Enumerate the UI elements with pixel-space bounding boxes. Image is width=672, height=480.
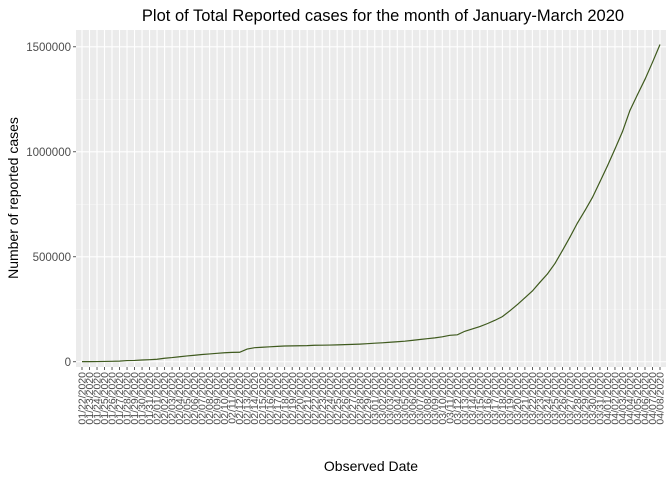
x-tick-label: 02/04/2020 (174, 372, 186, 425)
x-tick-label: 02/13/2020 (242, 372, 254, 425)
x-tick-label: 02/10/2020 (219, 372, 231, 425)
x-tick-label: 03/01/2020 (369, 372, 381, 425)
x-tick-label: 01/29/2020 (129, 372, 141, 425)
x-tick-label: 02/09/2020 (212, 372, 224, 425)
x-tick-label: 03/27/2020 (565, 372, 577, 425)
x-tick-label: 02/02/2020 (159, 372, 171, 425)
x-tick-label: 01/28/2020 (122, 372, 134, 425)
x-tick-label: 02/24/2020 (324, 372, 336, 425)
x-tick-label: 03/22/2020 (527, 372, 539, 425)
x-tick-label: 01/22/2020 (77, 372, 89, 425)
x-tick-label: 04/03/2020 (617, 372, 629, 425)
x-tick-label: 02/17/2020 (272, 372, 284, 425)
x-tick-label: 02/16/2020 (264, 372, 276, 425)
x-tick-label: 03/11/2020 (444, 372, 456, 424)
y-tick-label: 0 (65, 357, 71, 369)
x-tick-label: 01/27/2020 (114, 372, 126, 425)
x-tick-label: 03/04/2020 (392, 372, 404, 425)
x-tick-label: 01/23/2020 (84, 372, 96, 425)
x-tick-label: 03/13/2020 (459, 372, 471, 425)
x-tick-label: 04/08/2020 (655, 372, 667, 425)
x-tick-label: 02/08/2020 (204, 372, 216, 425)
x-tick-label: 02/19/2020 (287, 372, 299, 425)
x-tick-label: 03/19/2020 (504, 372, 516, 425)
x-tick-label: 01/26/2020 (107, 372, 119, 425)
x-tick-label: 04/06/2020 (640, 372, 652, 425)
x-tick-label: 03/31/2020 (595, 372, 607, 425)
plot-panel (76, 30, 666, 367)
x-tick-label: 04/04/2020 (625, 372, 637, 425)
y-tick-label: 1500000 (26, 42, 71, 54)
x-tick-label: 02/27/2020 (347, 372, 359, 425)
x-tick-label: 03/20/2020 (512, 372, 524, 425)
x-tick-label: 03/15/2020 (474, 372, 486, 425)
x-tick-label: 02/03/2020 (167, 372, 179, 425)
y-tick-label: 500000 (33, 252, 71, 264)
x-tick-label: 03/29/2020 (580, 372, 592, 425)
x-tick-label: 02/21/2020 (302, 372, 314, 425)
x-tick-label: 03/18/2020 (497, 372, 509, 425)
x-tick-label: 03/26/2020 (557, 372, 569, 425)
x-tick-label: 03/05/2020 (399, 372, 411, 425)
total-cases-line (81, 44, 661, 363)
x-tick-label: 02/26/2020 (339, 372, 351, 425)
x-tick-label: 02/01/2020 (152, 372, 164, 425)
x-tick-label: 02/22/2020 (309, 372, 321, 425)
x-tick-label: 04/07/2020 (647, 372, 659, 425)
chart-title: Plot of Total Reported cases for the mon… (142, 7, 624, 25)
x-tick-label: 02/12/2020 (234, 372, 246, 425)
x-tick-label: 01/30/2020 (137, 372, 149, 425)
y-axis: 0 500000 1000000 1500000 (26, 42, 76, 369)
x-tick-label: 02/29/2020 (362, 372, 374, 425)
x-tick-label: 02/18/2020 (279, 372, 291, 425)
x-tick-label: 03/23/2020 (534, 372, 546, 425)
x-tick-label: 03/28/2020 (572, 372, 584, 425)
y-axis-title: Number of reported cases (5, 117, 21, 279)
x-tick-label: 01/31/2020 (144, 372, 156, 425)
x-axis: 01/22/202001/23/202001/24/202001/25/2020… (77, 367, 667, 425)
x-tick-label: 02/11/2020 (227, 372, 239, 424)
x-tick-label: 02/15/2020 (257, 372, 269, 425)
x-tick-label: 03/07/2020 (414, 372, 426, 425)
x-tick-label: 01/25/2020 (99, 372, 111, 425)
x-tick-label: 02/05/2020 (182, 372, 194, 425)
x-tick-label: 03/12/2020 (452, 372, 464, 425)
x-tick-label: 03/14/2020 (467, 372, 479, 425)
x-tick-label: 02/14/2020 (249, 372, 261, 425)
x-tick-label: 03/30/2020 (587, 372, 599, 425)
x-tick-label: 04/01/2020 (602, 372, 614, 425)
x-tick-label: 03/16/2020 (482, 372, 494, 425)
x-tick-label: 03/02/2020 (377, 372, 389, 425)
x-tick-label: 04/02/2020 (610, 372, 622, 425)
major-grid (76, 30, 666, 367)
x-tick-label: 03/17/2020 (489, 372, 501, 425)
x-tick-label: 03/08/2020 (422, 372, 434, 425)
y-tick-label: 1000000 (26, 147, 71, 159)
minor-grid (76, 98, 666, 310)
x-tick-label: 03/10/2020 (437, 372, 449, 425)
x-tick-label: 03/06/2020 (407, 372, 419, 425)
x-tick-label: 02/28/2020 (354, 372, 366, 425)
x-tick-label: 02/07/2020 (197, 372, 209, 425)
x-tick-label: 02/23/2020 (317, 372, 329, 425)
x-tick-label: 03/24/2020 (542, 372, 554, 425)
x-tick-label: 04/05/2020 (632, 372, 644, 425)
x-axis-title: Observed Date (324, 458, 418, 474)
x-tick-label: 03/25/2020 (550, 372, 562, 425)
x-tick-label: 03/21/2020 (519, 372, 531, 425)
x-tick-label: 02/06/2020 (189, 372, 201, 425)
x-tick-label: 02/20/2020 (294, 372, 306, 425)
x-tick-label: 01/24/2020 (92, 372, 104, 425)
x-tick-label: 03/03/2020 (384, 372, 396, 425)
x-tick-label: 02/25/2020 (332, 372, 344, 425)
x-tick-label: 03/09/2020 (429, 372, 441, 425)
